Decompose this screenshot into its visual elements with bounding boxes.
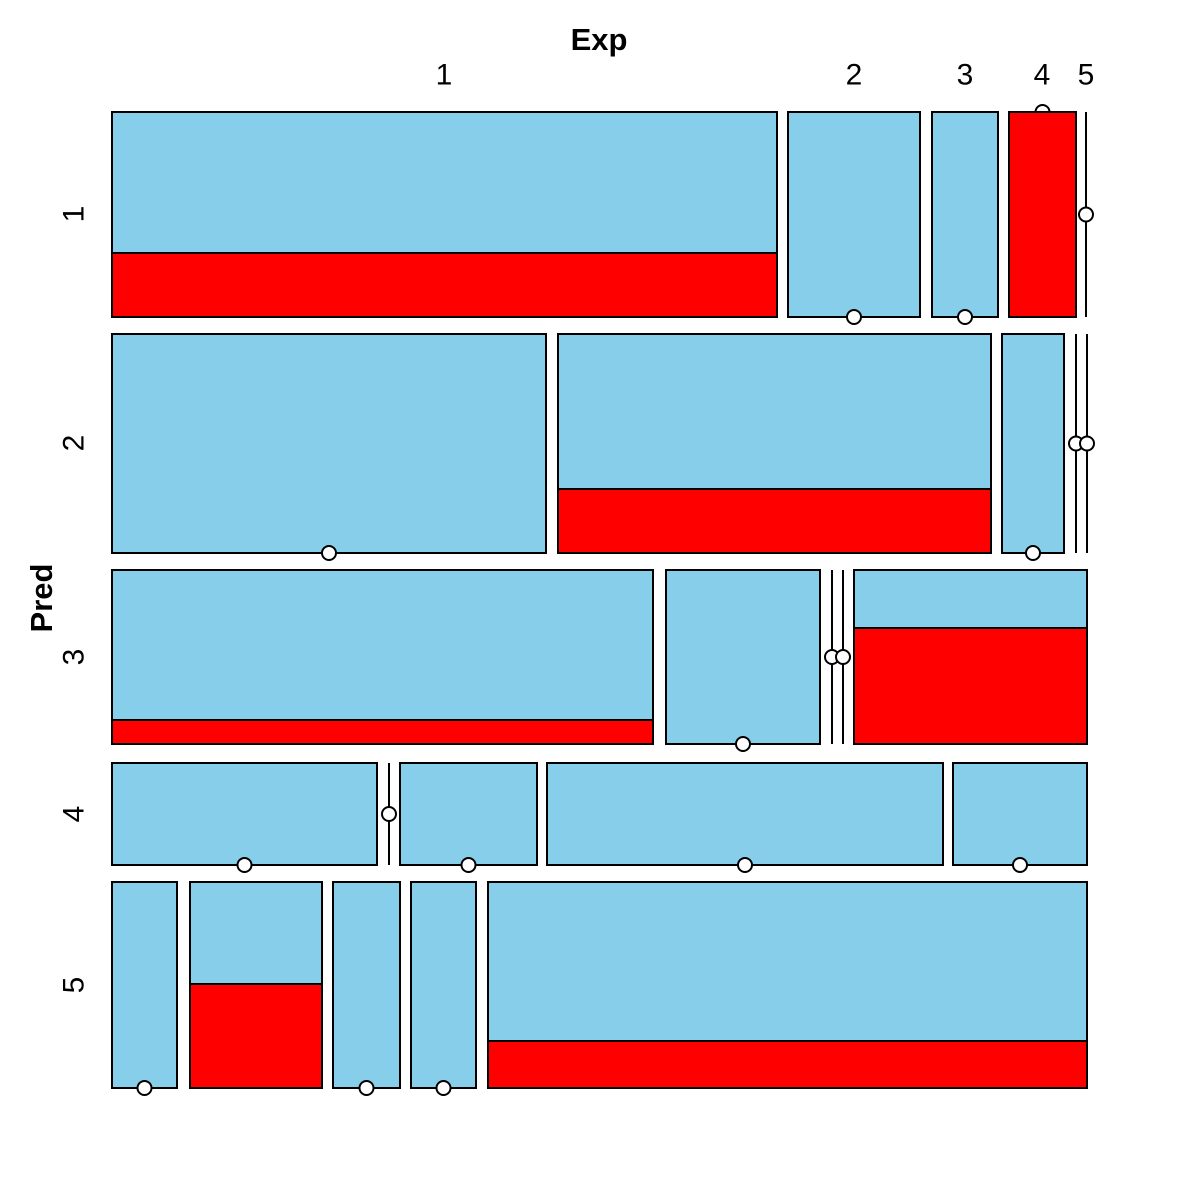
- cell-pred2-exp2-blue: [557, 333, 992, 490]
- cell-pred4-exp4-blue: [546, 762, 944, 866]
- zero-marker-pred4-exp2: [381, 806, 397, 822]
- y-tick-2: 2: [58, 435, 91, 452]
- zero-marker-pred3-exp4: [835, 649, 851, 665]
- x-tick-4: 4: [1034, 59, 1051, 92]
- cell-pred5-exp2-red: [189, 983, 323, 1089]
- cell-pred4-exp5-blue: [952, 762, 1088, 866]
- cell-pred5-exp1-blue: [111, 881, 178, 1089]
- cell-pred2-exp1-blue: [111, 333, 547, 554]
- y-tick-5: 5: [58, 977, 91, 994]
- cell-pred5-exp2-blue: [189, 881, 323, 985]
- cell-pred1-exp3-blue: [931, 111, 999, 318]
- cell-pred3-exp1-red: [111, 719, 654, 745]
- zero-marker-pred4-exp1-red: [236, 857, 253, 873]
- cell-pred1-exp1-red: [111, 252, 778, 318]
- x-axis-title: Exp: [570, 22, 628, 57]
- cell-pred3-exp5-blue: [853, 569, 1088, 629]
- zero-marker-pred2-exp5: [1079, 435, 1095, 452]
- y-tick-1: 1: [58, 206, 91, 223]
- zero-marker-pred4-exp4-red: [737, 857, 753, 873]
- cell-pred5-exp5-blue: [487, 881, 1088, 1042]
- zero-marker-pred1-exp5: [1078, 206, 1094, 223]
- zero-marker-pred2-exp3-red: [1025, 545, 1041, 561]
- zero-marker-pred2-exp1-red: [321, 545, 337, 561]
- cell-pred1-exp2-blue: [787, 111, 921, 318]
- zero-marker-pred5-exp3-red: [358, 1080, 375, 1096]
- cell-pred3-exp1-blue: [111, 569, 654, 721]
- cell-pred5-exp4-blue: [410, 881, 477, 1089]
- zero-marker-pred1-exp3-red: [957, 309, 973, 325]
- cell-pred1-exp1-blue: [111, 111, 778, 254]
- x-tick-5: 5: [1078, 59, 1095, 92]
- zero-marker-pred5-exp1-red: [136, 1080, 153, 1096]
- zero-marker-pred4-exp3-red: [460, 857, 477, 873]
- zero-marker-pred5-exp4-red: [435, 1080, 452, 1096]
- x-tick-1: 1: [436, 59, 453, 92]
- y-tick-4: 4: [58, 806, 91, 823]
- cell-pred3-exp5-red: [853, 627, 1088, 745]
- cell-pred2-exp3-blue: [1001, 333, 1065, 554]
- cell-pred5-exp3-blue: [332, 881, 401, 1089]
- zero-marker-pred1-exp2-red: [846, 309, 862, 325]
- zero-marker-pred4-exp5-red: [1012, 857, 1028, 873]
- cell-pred1-exp4-red: [1008, 111, 1077, 318]
- cell-pred2-exp2-red: [557, 488, 992, 554]
- cell-pred5-exp5-red: [487, 1040, 1088, 1089]
- cell-pred4-exp3-blue: [399, 762, 538, 866]
- x-tick-2: 2: [846, 59, 863, 92]
- cell-pred4-exp1-blue: [111, 762, 378, 866]
- x-tick-3: 3: [957, 59, 974, 92]
- cell-pred3-exp2-blue: [665, 569, 821, 745]
- y-axis-title: Pred: [24, 563, 59, 633]
- y-tick-3: 3: [58, 649, 91, 666]
- zero-marker-pred3-exp2-red: [735, 736, 751, 752]
